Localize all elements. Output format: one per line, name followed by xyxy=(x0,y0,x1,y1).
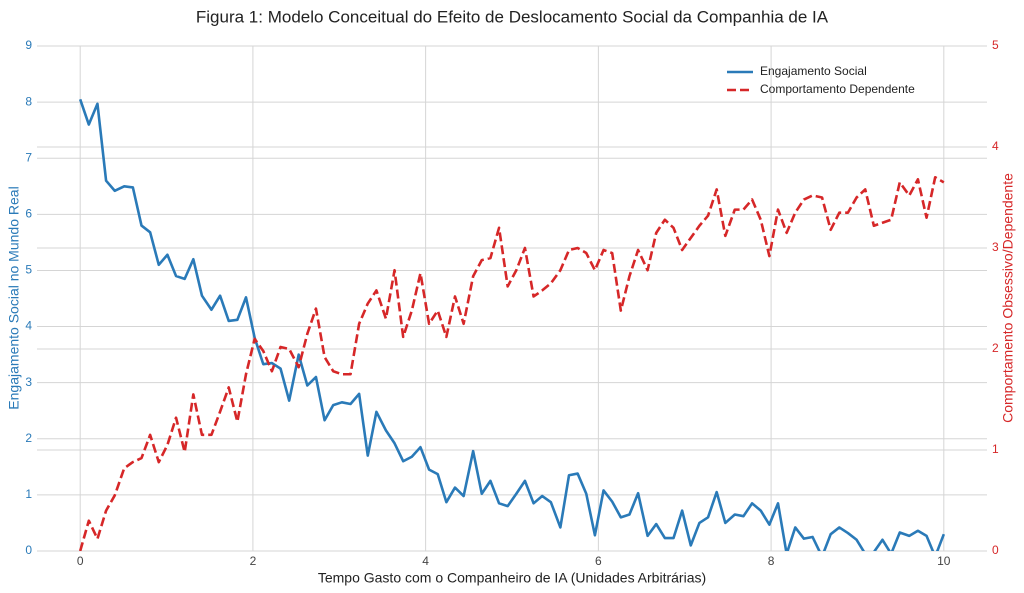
x-tick-label: 8 xyxy=(768,554,775,568)
x-tick-label: 2 xyxy=(250,554,257,568)
y2-tick-label: 1 xyxy=(992,442,999,456)
y2-tick-label: 4 xyxy=(992,139,999,153)
chart-title: Figura 1: Modelo Conceitual do Efeito de… xyxy=(196,7,829,26)
y-tick-label: 1 xyxy=(25,487,32,501)
x-tick-label: 0 xyxy=(77,554,84,568)
y-tick-label: 9 xyxy=(25,38,32,52)
y2-tick-label: 2 xyxy=(992,341,999,355)
y-tick-label: 8 xyxy=(25,94,32,108)
y-tick-label: 4 xyxy=(25,319,32,333)
y2-axis-label: Comportamento Obsessivo/Dependente xyxy=(1000,173,1016,423)
grid xyxy=(37,45,987,552)
x-tick-label: 10 xyxy=(937,554,951,568)
x-axis-label: Tempo Gasto com o Companheiro de IA (Uni… xyxy=(318,570,706,586)
data-line xyxy=(78,98,946,551)
y2-tick-label: 0 xyxy=(992,543,999,557)
legend-label: Comportamento Dependente xyxy=(760,82,915,96)
x-tick-label: 4 xyxy=(422,554,429,568)
y2-tick-label: 3 xyxy=(992,240,999,254)
x-tick-label: 6 xyxy=(595,554,602,568)
y-tick-label: 0 xyxy=(25,543,32,557)
y-tick-label: 2 xyxy=(25,431,32,445)
y-tick-label: 7 xyxy=(25,150,32,164)
y-tick-label: 3 xyxy=(25,375,32,389)
y2-tick-label: 5 xyxy=(992,38,999,52)
y-tick-label: 5 xyxy=(25,263,32,277)
legend-label: Engajamento Social xyxy=(760,64,867,78)
data-line xyxy=(78,176,945,551)
y-axis-label: Engajamento Social no Mundo Real xyxy=(6,186,22,409)
y-tick-label: 6 xyxy=(25,207,32,221)
